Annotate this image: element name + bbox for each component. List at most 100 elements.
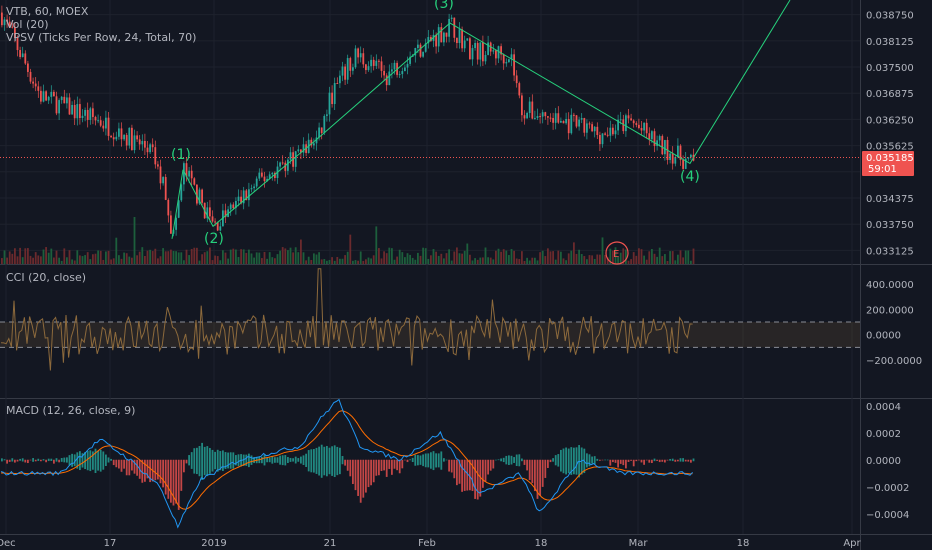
- macd-histogram-bar: [141, 459, 144, 483]
- candle-body: [544, 112, 547, 117]
- candle-body: [505, 62, 508, 64]
- macd-histogram-bar: [601, 459, 604, 461]
- candle-body: [643, 122, 645, 131]
- volume-bar: [583, 256, 586, 264]
- candle-body: [107, 117, 110, 136]
- earnings-marker-icon[interactable]: [605, 241, 629, 265]
- volume-bar: [388, 247, 391, 264]
- macd-histogram-bar: [190, 452, 193, 469]
- candle-body: [638, 124, 640, 129]
- volume-bar: [136, 255, 138, 264]
- macd-histogram-bar: [115, 459, 118, 468]
- cci-indicator-title[interactable]: CCI (20, close): [6, 271, 86, 284]
- volume-bar: [510, 249, 513, 264]
- candle-body: [16, 37, 19, 51]
- volume-bar: [32, 257, 34, 264]
- macd-histogram-bar: [536, 459, 539, 499]
- vpsv-indicator-title[interactable]: VPSV (Ticks Per Row, 24, Total, 70): [6, 31, 196, 44]
- candle-body: [102, 125, 105, 129]
- macd-histogram-bar: [645, 459, 648, 461]
- macd-histogram-bar: [144, 459, 146, 482]
- candle-body: [198, 189, 201, 204]
- candle-body: [612, 127, 614, 135]
- macd-histogram-bar: [534, 459, 536, 492]
- candle-body: [466, 38, 469, 41]
- macd-histogram-bar: [177, 459, 180, 510]
- candle-body: [193, 178, 196, 185]
- volume-bar: [630, 259, 632, 264]
- macd-histogram-bar: [664, 459, 666, 463]
- macd-histogram-bar: [84, 452, 86, 470]
- macd-histogram-bar: [305, 453, 307, 467]
- price-tick-label: 0.037500: [866, 63, 914, 74]
- cci-tick-label: −200.0000: [866, 356, 922, 367]
- macd-histogram-bar: [528, 459, 531, 480]
- candle-body: [115, 136, 118, 140]
- macd-histogram-bar: [531, 459, 534, 484]
- macd-histogram-bar: [237, 454, 240, 467]
- macd-histogram-bar: [27, 459, 29, 464]
- candle-body: [245, 190, 248, 201]
- volume-bar: [149, 249, 151, 264]
- macd-histogram-bar: [406, 459, 409, 463]
- candle-body: [448, 18, 450, 37]
- candle-body: [648, 133, 651, 140]
- macd-histogram-bar: [365, 459, 367, 493]
- volume-bar: [255, 252, 258, 264]
- volume-indicator-title[interactable]: Vol (20): [6, 18, 49, 31]
- time-tick-label: Dec: [0, 538, 16, 549]
- candle-body: [105, 117, 107, 129]
- macd-histogram-bar: [458, 459, 461, 484]
- volume-bar: [656, 256, 658, 264]
- macd-histogram-bar: [606, 459, 609, 461]
- macd-tick-label: 0.0002: [866, 429, 901, 440]
- candle-body: [461, 29, 463, 49]
- volume-bar: [6, 257, 8, 264]
- volume-bar: [500, 251, 502, 264]
- candle-body: [279, 162, 281, 167]
- volume-bar: [229, 249, 232, 264]
- macd-histogram-bar: [539, 459, 541, 496]
- price-axis[interactable]: 0.038750 0.038125 0.037500 0.036875 0.036250…: [866, 11, 922, 521]
- macd-histogram-bar: [248, 453, 250, 468]
- macd-histogram-bar: [313, 449, 315, 473]
- volume-bar: [404, 257, 406, 264]
- volume-bar: [484, 247, 487, 264]
- macd-histogram-bar: [274, 457, 276, 463]
- macd-histogram-bar: [92, 451, 94, 470]
- volume-bar: [289, 247, 292, 264]
- candle-body: [84, 109, 86, 116]
- macd-histogram-bar: [32, 458, 34, 462]
- volume-bar: [690, 260, 692, 264]
- volume-bar: [359, 251, 362, 264]
- volume-bar: [237, 257, 240, 264]
- price-tick-label: 0.035625: [866, 142, 914, 153]
- macd-histogram-bar: [107, 457, 110, 463]
- time-axis[interactable]: Dec 17 2019 21 Feb 18 Mar 18 Apr: [0, 538, 862, 549]
- volume-bar: [133, 216, 136, 264]
- volume-bar: [11, 253, 14, 264]
- candle-body: [380, 61, 383, 71]
- candle-body: [185, 163, 188, 177]
- candle-body: [604, 133, 606, 135]
- candle-body: [284, 162, 287, 171]
- macd-histogram-bar: [89, 450, 92, 472]
- volume-bar: [440, 253, 443, 264]
- macd-histogram-bar: [331, 446, 333, 476]
- macd-histogram-bar: [245, 454, 248, 466]
- candle-body: [123, 134, 125, 140]
- candle-body: [128, 127, 131, 146]
- candle-body: [526, 112, 528, 119]
- candle-body: [268, 174, 271, 179]
- macd-histogram-bar: [427, 453, 430, 468]
- candle-body: [437, 27, 440, 47]
- volume-bar: [232, 248, 235, 264]
- macd-histogram-bar: [630, 459, 632, 461]
- candle-body: [274, 172, 276, 179]
- macd-histogram-bar: [297, 458, 300, 462]
- volume-bar: [86, 252, 89, 264]
- symbol-title[interactable]: VTB, 60, MOEX: [6, 5, 89, 18]
- macd-indicator-title[interactable]: MACD (12, 26, close, 9): [6, 404, 135, 417]
- candle-body: [73, 104, 76, 119]
